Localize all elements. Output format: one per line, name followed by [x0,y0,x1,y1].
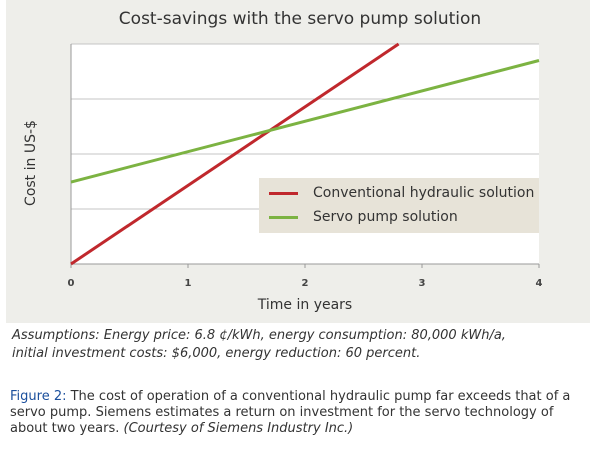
legend-item-conventional: Conventional hydraulic solution [269,183,534,203]
series-lines [70,42,540,266]
x-tick-label-1: 1 [185,278,192,289]
x-axis-label: Time in years [257,297,353,313]
legend: Conventional hydraulic solution Servo pu… [259,178,539,233]
x-tick-label-0: 0 [68,278,75,289]
assumptions-line-2: initial investment costs: $6,000, energy… [12,346,421,361]
legend-item-servo: Servo pump solution [269,207,458,227]
legend-label-conventional: Conventional hydraulic solution [313,185,535,201]
legend-swatch-servo [269,215,298,219]
caption-label: Figure 2: [10,389,67,404]
x-tick-label-4: 4 [536,278,543,289]
assumptions-note: Assumptions: Energy price: 6.8 ¢/kWh, en… [12,327,592,363]
legend-label-servo: Servo pump solution [313,209,458,225]
caption-credit: (Courtesy of Siemens Industry Inc.) [123,421,354,436]
x-tick-label-3: 3 [419,278,426,289]
figure-caption: Figure 2: The cost of operation of a con… [10,389,593,437]
assumptions-line-1: Assumptions: Energy price: 6.8 ¢/kWh, en… [12,328,506,343]
y-axis-label: Cost in US-$ [23,120,39,206]
chart-plot: 0 1 2 3 4 [68,42,543,289]
x-tick-label-2: 2 [302,278,309,289]
x-tick-labels: 0 1 2 3 4 [68,264,543,289]
legend-swatch-conventional [269,191,298,195]
series-line-0 [70,42,400,266]
chart-title: Cost-savings with the servo pump solutio… [118,9,482,29]
series-line-1 [70,59,540,184]
caption-text: The cost of operation of a conventional … [10,389,571,436]
